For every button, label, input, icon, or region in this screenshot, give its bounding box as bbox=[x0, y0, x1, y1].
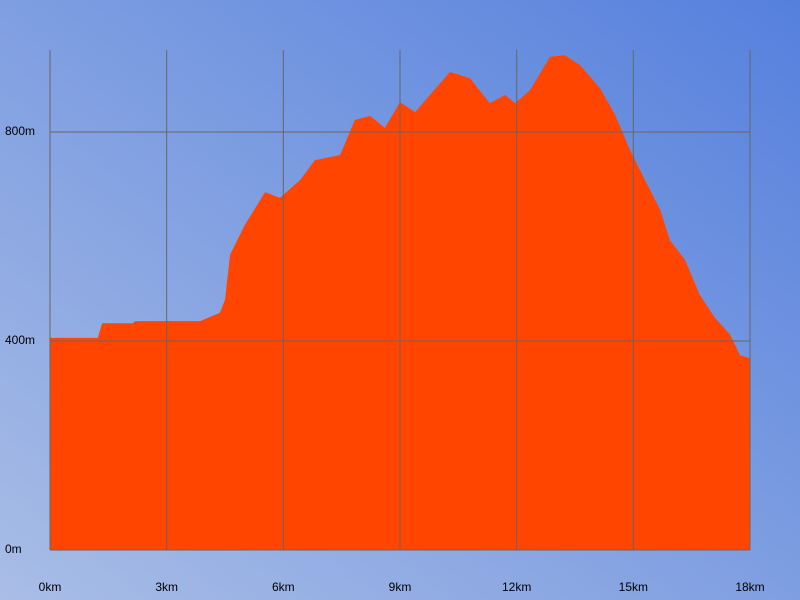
x-tick-label: 9km bbox=[389, 580, 412, 594]
x-tick-label: 6km bbox=[272, 580, 295, 594]
y-tick-label: 800m bbox=[5, 124, 35, 138]
x-tick-label: 15km bbox=[619, 580, 648, 594]
x-tick-label: 3km bbox=[155, 580, 178, 594]
x-tick-label: 18km bbox=[735, 580, 764, 594]
y-tick-label: 0m bbox=[5, 542, 22, 556]
x-tick-label: 0km bbox=[39, 580, 62, 594]
y-tick-label: 400m bbox=[5, 333, 35, 347]
x-tick-label: 12km bbox=[502, 580, 531, 594]
